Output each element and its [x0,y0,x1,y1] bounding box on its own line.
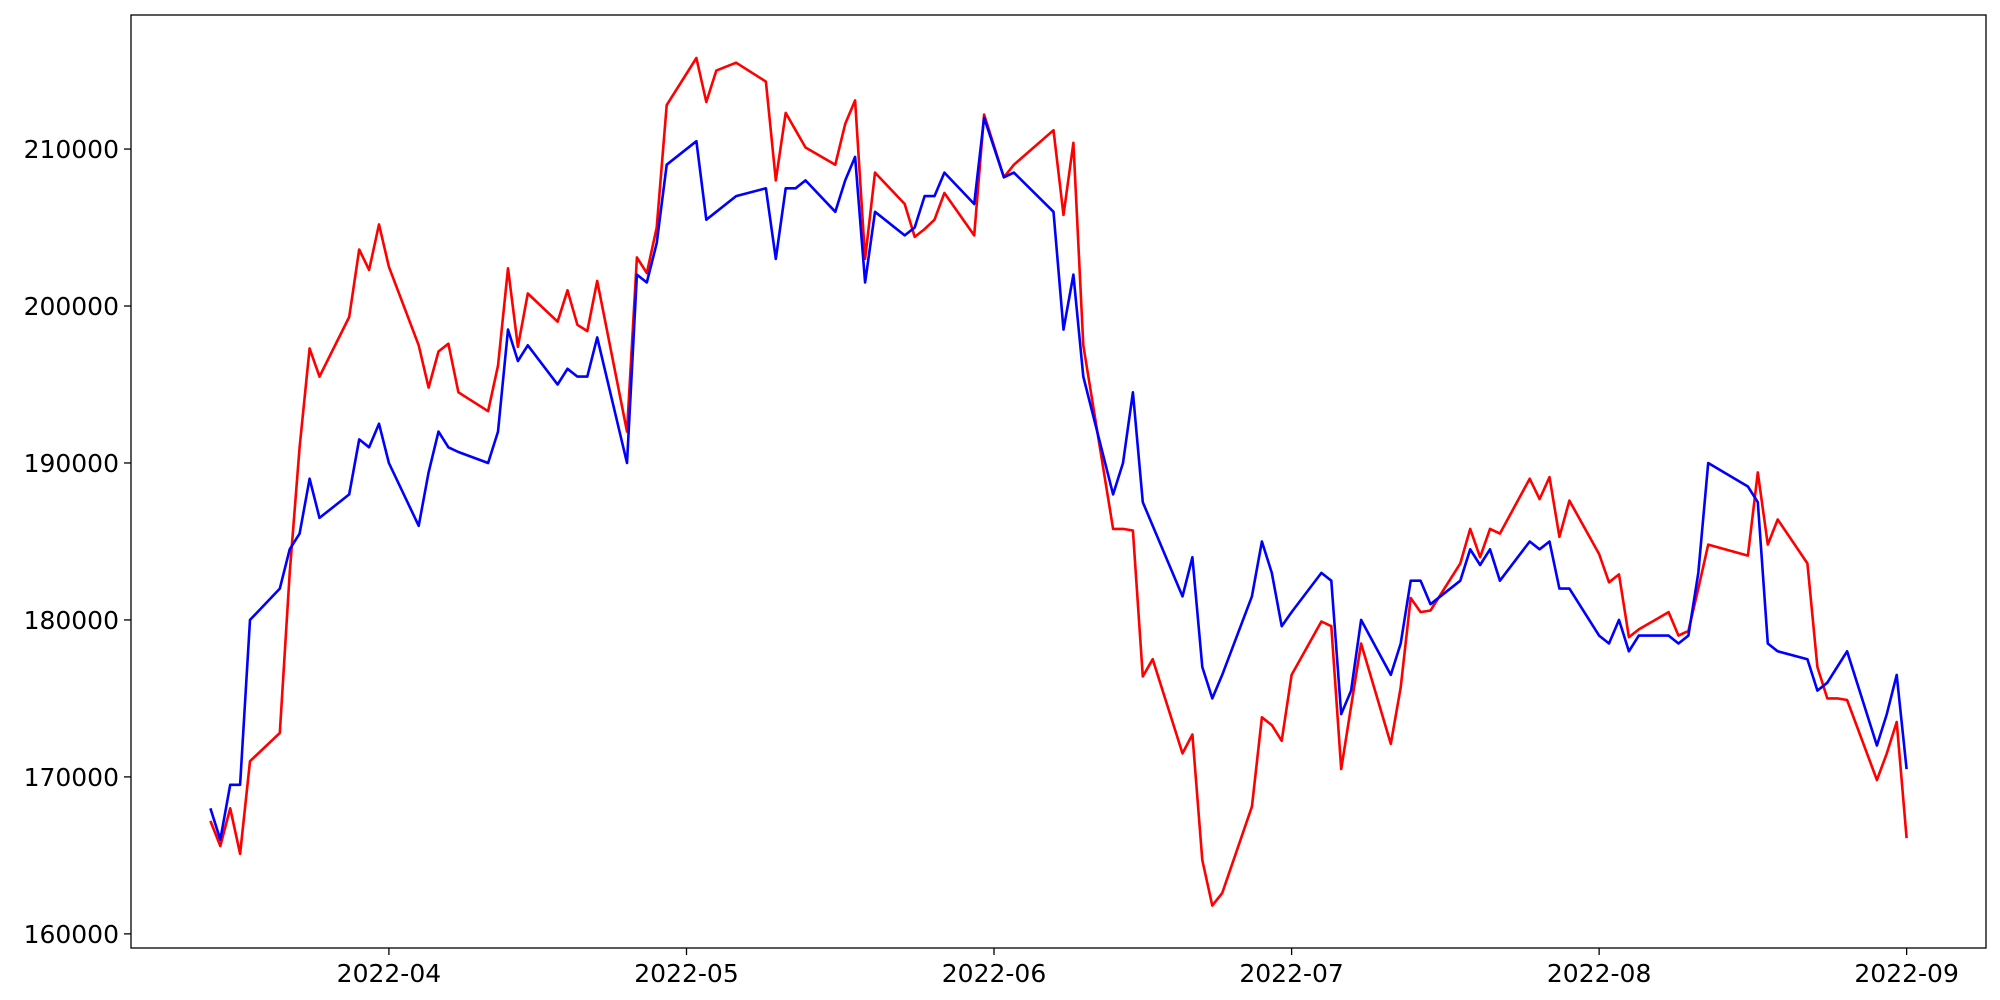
line-series [209,56,1908,907]
x-tick-label: 2022-04 [337,959,441,988]
plot-frame [130,14,1987,949]
x-tick-label: 2022-08 [1547,959,1651,988]
y-tick-label: 200000 [24,292,119,321]
x-tick-label: 2022-05 [634,959,738,988]
y-tick-label: 210000 [24,135,119,164]
y-tick-label: 180000 [24,606,119,635]
x-tick-label: 2022-09 [1854,959,1958,988]
y-tick-label: 160000 [24,920,119,949]
x-tick-label: 2022-06 [942,959,1046,988]
x-tick-label: 2022-07 [1239,959,1343,988]
line-series [209,116,1908,842]
y-tick-label: 170000 [24,763,119,792]
y-tick-label: 190000 [24,449,119,478]
